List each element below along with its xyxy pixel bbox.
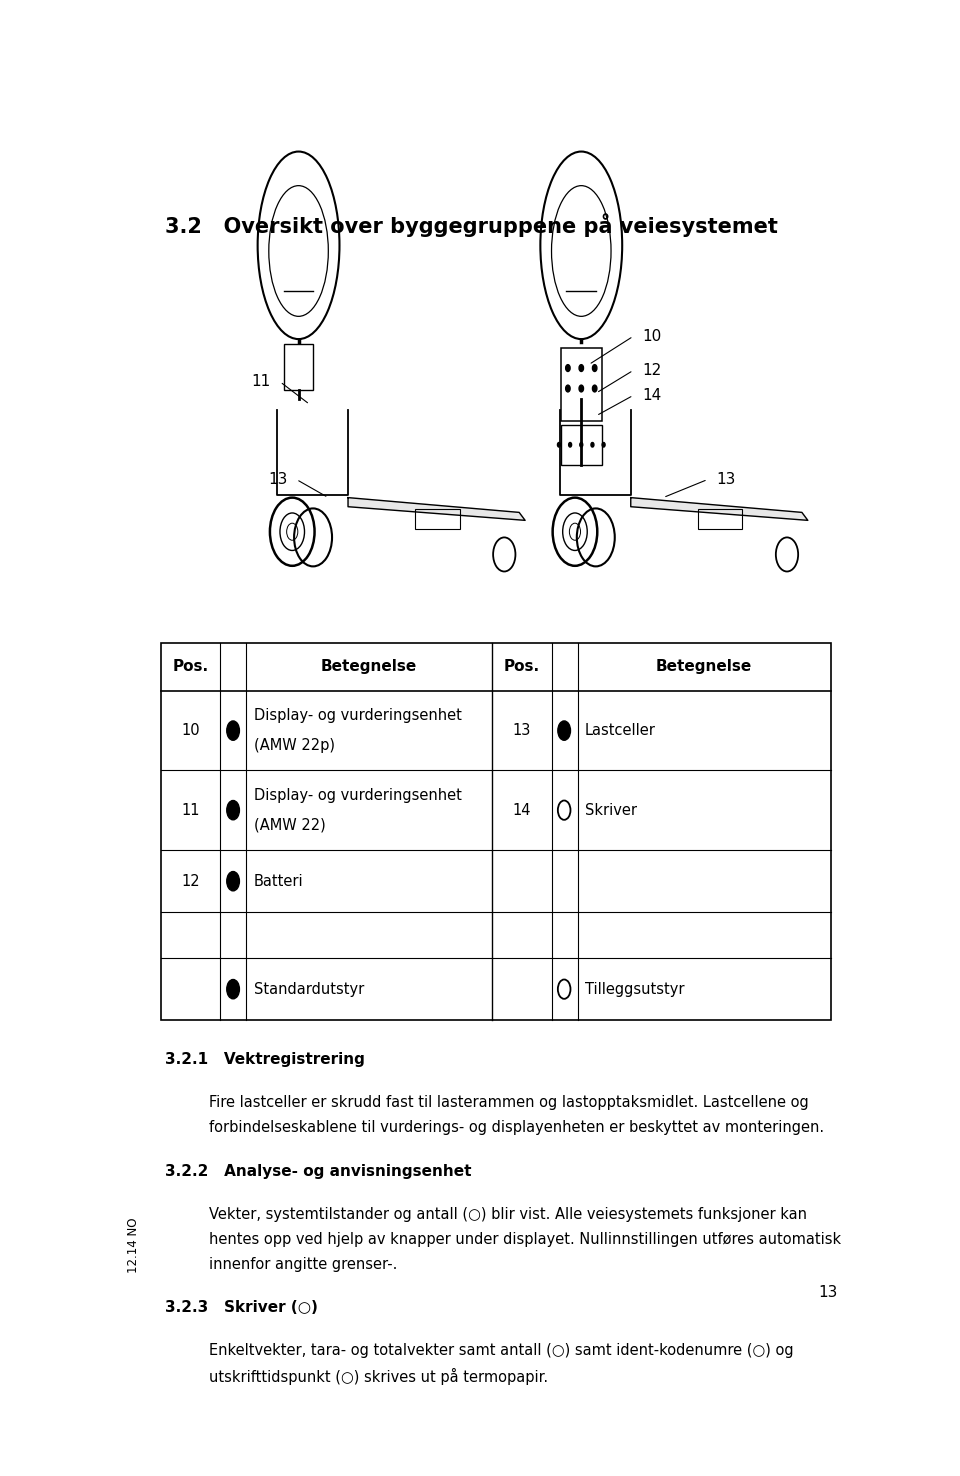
Text: Skriver: Skriver <box>585 803 637 818</box>
Circle shape <box>579 385 584 393</box>
Circle shape <box>227 871 239 892</box>
Text: 3.2.3   Skriver (○): 3.2.3 Skriver (○) <box>165 1300 318 1315</box>
Text: 12: 12 <box>642 363 661 378</box>
Bar <box>161 644 830 1020</box>
Text: innenfor angitte grenser-.: innenfor angitte grenser-. <box>209 1258 397 1272</box>
Bar <box>561 348 602 422</box>
Text: 14: 14 <box>513 803 531 818</box>
Circle shape <box>602 443 605 447</box>
Text: 10: 10 <box>181 723 200 738</box>
Circle shape <box>227 800 239 819</box>
Text: (AMW 22p): (AMW 22p) <box>253 738 335 753</box>
Circle shape <box>558 720 570 741</box>
Polygon shape <box>348 497 525 521</box>
Text: 13: 13 <box>513 723 531 738</box>
Circle shape <box>568 443 571 447</box>
Text: 3.2   Oversikt over byggegruppene på veiesystemet: 3.2 Oversikt over byggegruppene på veies… <box>165 214 778 238</box>
Circle shape <box>565 365 570 372</box>
Circle shape <box>227 720 239 741</box>
Bar <box>561 425 602 465</box>
Text: Pos.: Pos. <box>173 660 208 675</box>
Text: Batteri: Batteri <box>253 874 303 889</box>
Text: 3.2.1   Vektregistrering: 3.2.1 Vektregistrering <box>165 1052 365 1067</box>
Text: 13: 13 <box>819 1286 838 1300</box>
Text: Pos.: Pos. <box>504 660 540 675</box>
Text: Enkeltvekter, tara- og totalvekter samt antall (○) samt ident-kodenumre (○) og: Enkeltvekter, tara- og totalvekter samt … <box>209 1343 794 1358</box>
Circle shape <box>579 365 584 372</box>
Text: Vekter, systemtilstander og antall (○) blir vist. Alle veiesystemets funksjoner : Vekter, systemtilstander og antall (○) b… <box>209 1207 807 1222</box>
Text: Display- og vurderingsenhet: Display- og vurderingsenhet <box>253 708 462 723</box>
Text: Lastceller: Lastceller <box>585 723 656 738</box>
Text: hentes opp ved hjelp av knapper under displayet. Nullinnstillingen utføres autom: hentes opp ved hjelp av knapper under di… <box>209 1232 841 1247</box>
Circle shape <box>558 443 561 447</box>
Text: 13: 13 <box>268 472 287 487</box>
Text: Fire lastceller er skrudd fast til lasterammen og lastopptaksmidlet. Lastcellene: Fire lastceller er skrudd fast til laste… <box>209 1095 809 1110</box>
Circle shape <box>565 385 570 393</box>
Text: (AMW 22): (AMW 22) <box>253 818 325 832</box>
Circle shape <box>227 980 239 999</box>
Bar <box>698 509 742 530</box>
Text: 13: 13 <box>717 472 736 487</box>
Text: 3.2.2   Analyse- og anvisningsenhet: 3.2.2 Analyse- og anvisningsenhet <box>165 1163 471 1179</box>
Text: Standardutstyr: Standardutstyr <box>253 982 364 996</box>
Text: 12: 12 <box>181 874 200 889</box>
Text: Betegnelse: Betegnelse <box>321 660 418 675</box>
Text: Display- og vurderingsenhet: Display- og vurderingsenhet <box>253 788 462 803</box>
Circle shape <box>592 365 597 372</box>
Polygon shape <box>631 497 807 521</box>
Circle shape <box>591 443 594 447</box>
Text: 11: 11 <box>252 375 271 390</box>
Text: 11: 11 <box>181 803 200 818</box>
Text: 12.14 NO: 12.14 NO <box>127 1218 140 1274</box>
Text: Tilleggsutstyr: Tilleggsutstyr <box>585 982 684 996</box>
Circle shape <box>580 443 583 447</box>
Bar <box>415 509 460 530</box>
Bar <box>284 344 314 390</box>
Text: forbindelseskablene til vurderings- og displayenheten er beskyttet av monteringe: forbindelseskablene til vurderings- og d… <box>209 1120 825 1135</box>
Text: Betegnelse: Betegnelse <box>656 660 753 675</box>
Circle shape <box>592 385 597 393</box>
Text: utskrifttidspunkt (○) skrives ut på termopapir.: utskrifttidspunkt (○) skrives ut på term… <box>209 1368 548 1384</box>
Text: 14: 14 <box>642 388 661 403</box>
Text: 10: 10 <box>642 329 661 344</box>
